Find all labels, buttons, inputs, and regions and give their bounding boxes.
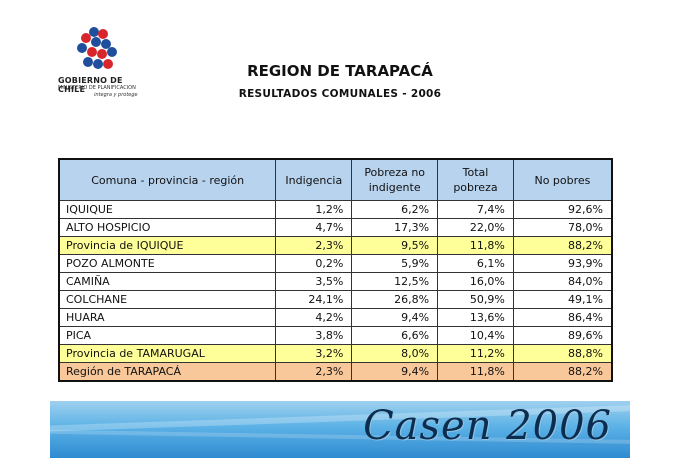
cell-total-pobreza: 6,1%: [437, 254, 514, 273]
cell-total-pobreza: 16,0%: [437, 272, 514, 291]
cell-indigencia: 24,1%: [275, 290, 353, 309]
cell-pobreza-no-indigente: 17,3%: [351, 218, 439, 237]
table-row: ALTO HOSPICIO 4,7% 17,3% 22,0% 78,0%: [58, 218, 613, 237]
cell-name: CAMIÑA: [58, 272, 277, 291]
cell-total-pobreza: 11,2%: [437, 344, 514, 363]
gobierno-de-chile-logo: GOBIERNO DE CHILE MINISTERIO DE PLANIFIC…: [54, 24, 144, 108]
table-row: PICA 3,8% 6,6% 10,4% 89,6%: [58, 326, 613, 345]
cell-pobreza-no-indigente: 9,4%: [351, 308, 439, 327]
cell-name: POZO ALMONTE: [58, 254, 277, 273]
cell-no-pobres: 49,1%: [512, 290, 613, 309]
cell-pobreza-no-indigente: 8,0%: [351, 344, 439, 363]
cell-no-pobres: 78,0%: [512, 218, 613, 237]
cell-pobreza-no-indigente: 6,6%: [351, 326, 439, 345]
cell-no-pobres: 84,0%: [512, 272, 613, 291]
table-row: IQUIQUE 1,2% 6,2% 7,4% 92,6%: [58, 200, 613, 219]
cell-no-pobres: 88,2%: [512, 362, 613, 382]
cell-name: Provincia de IQUIQUE: [58, 236, 277, 255]
cell-indigencia: 3,8%: [275, 326, 353, 345]
cell-pobreza-no-indigente: 5,9%: [351, 254, 439, 273]
banner-brand-text: Casen 2006: [363, 403, 612, 449]
column-header-indigencia: Indigencia: [275, 158, 353, 201]
cell-indigencia: 0,2%: [275, 254, 353, 273]
cell-indigencia: 2,3%: [275, 362, 353, 382]
page-title: REGION DE TARAPACÁ: [247, 62, 433, 80]
cell-no-pobres: 93,9%: [512, 254, 613, 273]
table-row: COLCHANE 24,1% 26,8% 50,9% 49,1%: [58, 290, 613, 309]
table-header-row: Comuna - provincia - región Indigencia P…: [58, 158, 613, 201]
logo-line-motto: integra y protege: [94, 92, 138, 98]
cell-no-pobres: 86,4%: [512, 308, 613, 327]
table-row: POZO ALMONTE 0,2% 5,9% 6,1% 93,9%: [58, 254, 613, 273]
table-row: CAMIÑA 3,5% 12,5% 16,0% 84,0%: [58, 272, 613, 291]
cell-name: COLCHANE: [58, 290, 277, 309]
cell-no-pobres: 92,6%: [512, 200, 613, 219]
cell-indigencia: 4,7%: [275, 218, 353, 237]
cell-total-pobreza: 13,6%: [437, 308, 514, 327]
casen-banner: Casen 2006: [50, 401, 630, 458]
logo-line-ministerio: MINISTERIO DE PLANIFICACION: [58, 85, 136, 91]
table-row-province: Provincia de TAMARUGAL 3,2% 8,0% 11,2% 8…: [58, 344, 613, 363]
cell-indigencia: 3,2%: [275, 344, 353, 363]
cell-name: HUARA: [58, 308, 277, 327]
cell-indigencia: 4,2%: [275, 308, 353, 327]
cell-indigencia: 2,3%: [275, 236, 353, 255]
cell-pobreza-no-indigente: 9,5%: [351, 236, 439, 255]
cell-no-pobres: 88,8%: [512, 344, 613, 363]
cell-no-pobres: 89,6%: [512, 326, 613, 345]
cell-name: IQUIQUE: [58, 200, 277, 219]
column-header-comuna: Comuna - provincia - región: [58, 158, 277, 201]
cell-name: Región de TARAPACÁ: [58, 362, 277, 382]
cell-total-pobreza: 50,9%: [437, 290, 514, 309]
cell-total-pobreza: 22,0%: [437, 218, 514, 237]
table-row-region: Región de TARAPACÁ 2,3% 9,4% 11,8% 88,2%: [58, 362, 613, 382]
government-emblem-icon: [77, 27, 117, 69]
table-row-province: Provincia de IQUIQUE 2,3% 9,5% 11,8% 88,…: [58, 236, 613, 255]
cell-name: ALTO HOSPICIO: [58, 218, 277, 237]
cell-pobreza-no-indigente: 26,8%: [351, 290, 439, 309]
cell-pobreza-no-indigente: 6,2%: [351, 200, 439, 219]
column-header-pobreza-no-indigente: Pobreza no indigente: [351, 158, 439, 201]
cell-total-pobreza: 11,8%: [437, 236, 514, 255]
table-row: HUARA 4,2% 9,4% 13,6% 86,4%: [58, 308, 613, 327]
cell-name: Provincia de TAMARUGAL: [58, 344, 277, 363]
cell-indigencia: 1,2%: [275, 200, 353, 219]
cell-name: PICA: [58, 326, 277, 345]
results-table: Comuna - provincia - región Indigencia P…: [58, 158, 613, 382]
cell-no-pobres: 88,2%: [512, 236, 613, 255]
cell-indigencia: 3,5%: [275, 272, 353, 291]
cell-pobreza-no-indigente: 12,5%: [351, 272, 439, 291]
cell-pobreza-no-indigente: 9,4%: [351, 362, 439, 382]
cell-total-pobreza: 11,8%: [437, 362, 514, 382]
cell-total-pobreza: 10,4%: [437, 326, 514, 345]
page-subtitle: RESULTADOS COMUNALES - 2006: [238, 88, 442, 100]
column-header-total-pobreza: Total pobreza: [437, 158, 514, 201]
column-header-no-pobres: No pobres: [512, 158, 613, 201]
logo-line-gobierno: GOBIERNO DE CHILE: [58, 76, 123, 94]
cell-total-pobreza: 7,4%: [437, 200, 514, 219]
